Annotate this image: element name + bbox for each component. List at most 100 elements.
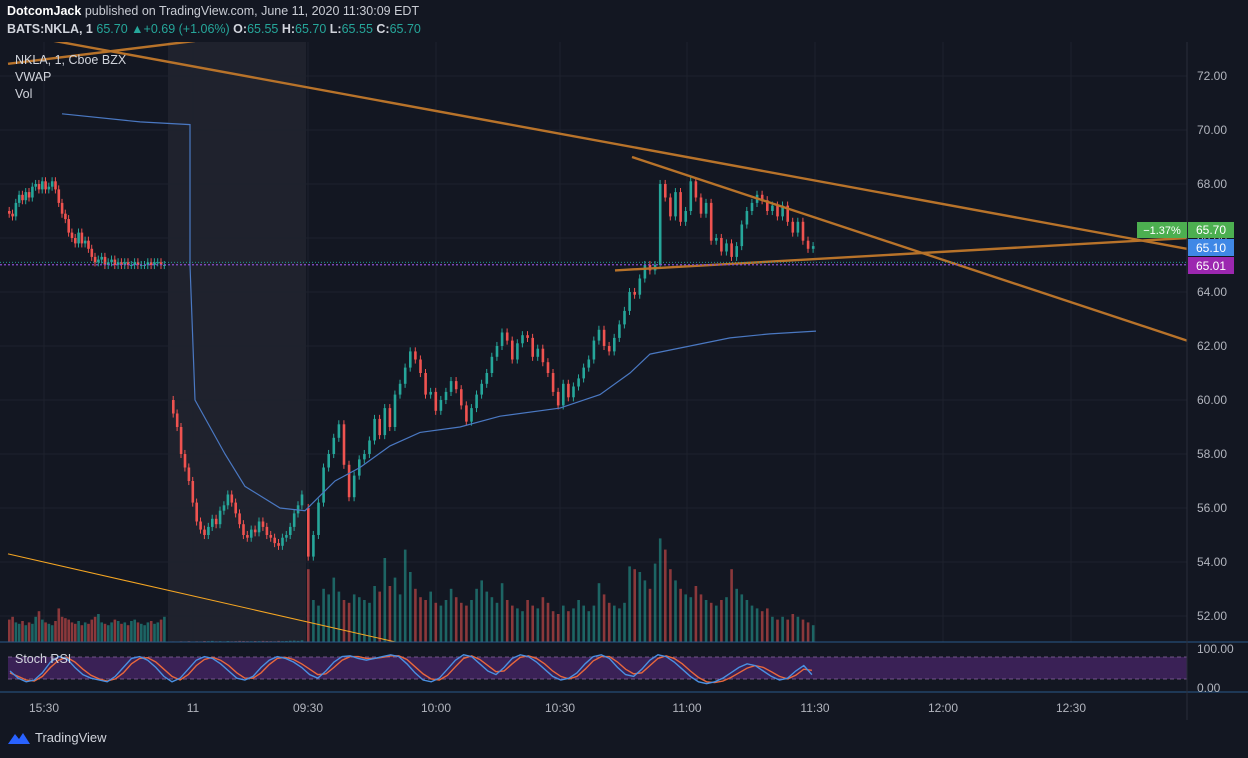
candle-body bbox=[776, 205, 779, 217]
trendlines[interactable] bbox=[7, 33, 1187, 643]
volume-bar bbox=[358, 597, 361, 642]
volume-bar bbox=[490, 597, 494, 642]
volume-bar bbox=[475, 588, 478, 642]
candle-body bbox=[551, 373, 555, 392]
price-tick-label: 64.00 bbox=[1197, 285, 1227, 299]
volume-bar bbox=[77, 621, 80, 642]
volume-bar bbox=[64, 618, 67, 642]
up-triangle-icon: ▲ bbox=[131, 22, 144, 36]
candle-body bbox=[505, 332, 509, 341]
trendline bbox=[631, 155, 1187, 342]
candle-body bbox=[34, 184, 37, 187]
volume-bar bbox=[67, 619, 70, 642]
volume-bar bbox=[735, 588, 738, 642]
tradingview-logo-icon bbox=[8, 732, 30, 744]
candle-body bbox=[465, 405, 468, 422]
legend-series[interactable]: NKLA, 1, Cboe BZX bbox=[15, 53, 127, 67]
volume-bar bbox=[363, 600, 366, 642]
volume-bar bbox=[791, 614, 795, 642]
price-tag-blue: 65.10 bbox=[1196, 241, 1226, 255]
price-axis[interactable]: 72.0070.0068.0066.0064.0062.0060.0058.00… bbox=[1197, 69, 1227, 623]
candle-body bbox=[47, 186, 51, 190]
volume-bar bbox=[292, 640, 296, 642]
candle-body bbox=[771, 205, 774, 211]
candle-body bbox=[156, 262, 160, 264]
volume-bar bbox=[653, 563, 657, 642]
legend-stoch-rsi[interactable]: Stoch RSI bbox=[15, 652, 72, 666]
volume-bar bbox=[597, 583, 601, 642]
candle-body bbox=[126, 262, 130, 265]
candle-body bbox=[8, 211, 11, 214]
candle-body bbox=[273, 537, 276, 544]
volume-bar bbox=[414, 588, 417, 642]
candle-body bbox=[740, 224, 744, 247]
candle-body bbox=[300, 494, 304, 506]
volume-bar bbox=[536, 608, 540, 642]
volume-bar bbox=[373, 586, 376, 642]
volume-bar bbox=[781, 616, 784, 642]
candle-body bbox=[434, 391, 438, 411]
candle-body bbox=[14, 202, 18, 217]
premarket-shade bbox=[168, 42, 306, 642]
volume-bar bbox=[720, 600, 723, 642]
volume-bar bbox=[419, 597, 422, 642]
price-tag-green-bg bbox=[1188, 222, 1234, 238]
candle-body bbox=[107, 262, 110, 265]
time-tick-label: 10:00 bbox=[421, 701, 451, 715]
candle-body bbox=[791, 221, 795, 233]
candle-body bbox=[495, 346, 499, 357]
volume-bar bbox=[44, 622, 47, 642]
volume-bar bbox=[54, 621, 57, 642]
volume-bar bbox=[11, 616, 14, 642]
vwap-line bbox=[61, 113, 817, 512]
time-tick-label: 09:30 bbox=[293, 701, 323, 715]
candle-body bbox=[806, 240, 810, 249]
legend-vol[interactable]: Vol bbox=[15, 87, 33, 101]
volume-bar bbox=[740, 594, 744, 642]
volume-bar bbox=[126, 625, 130, 642]
candle-body bbox=[80, 232, 84, 244]
volume-bar bbox=[34, 616, 37, 642]
author-name[interactable]: DotcomJack bbox=[7, 4, 82, 18]
candle-body bbox=[521, 335, 524, 344]
candle-body bbox=[24, 192, 28, 201]
candle-body bbox=[664, 184, 667, 198]
legend-vwap[interactable]: VWAP bbox=[15, 70, 52, 84]
candle-body bbox=[269, 535, 273, 538]
volume-bar bbox=[289, 640, 292, 642]
candle-body bbox=[470, 408, 473, 422]
candle-body bbox=[214, 518, 218, 525]
candle-body bbox=[368, 440, 371, 454]
volume-bar bbox=[378, 591, 381, 642]
candle-body bbox=[454, 381, 458, 390]
candle-body bbox=[153, 262, 156, 265]
volume-bar bbox=[143, 625, 146, 642]
volume-bar bbox=[460, 602, 463, 642]
volume-bar bbox=[31, 623, 34, 642]
candle-body bbox=[146, 262, 150, 265]
price-tag-green: 65.70 bbox=[1196, 223, 1226, 237]
open-value: 65.55 bbox=[247, 22, 279, 36]
volume-bar bbox=[37, 611, 41, 642]
volume-bar bbox=[342, 600, 346, 642]
candle-body bbox=[140, 265, 143, 266]
candle-body bbox=[572, 386, 575, 398]
volume-bar bbox=[648, 588, 652, 642]
candle-body bbox=[490, 356, 494, 373]
volume-bar bbox=[120, 623, 123, 642]
candle-body bbox=[419, 359, 422, 373]
volume-bar bbox=[480, 580, 483, 642]
volume-bar bbox=[694, 586, 698, 642]
candle-body bbox=[786, 205, 789, 222]
candle-body bbox=[143, 265, 146, 266]
time-axis[interactable]: 15:30 11 09:30 10:00 10:30 11:00 11:30 12:00 12:… bbox=[29, 701, 1086, 715]
candle-body bbox=[60, 202, 64, 214]
volume-bar bbox=[776, 619, 779, 642]
volume-bar bbox=[607, 602, 611, 642]
candle-body bbox=[730, 243, 733, 257]
candle-body bbox=[679, 192, 682, 222]
volume-bar bbox=[27, 622, 31, 642]
brand-text: TradingView bbox=[35, 730, 107, 745]
tradingview-brand[interactable]: TradingView bbox=[8, 730, 107, 745]
